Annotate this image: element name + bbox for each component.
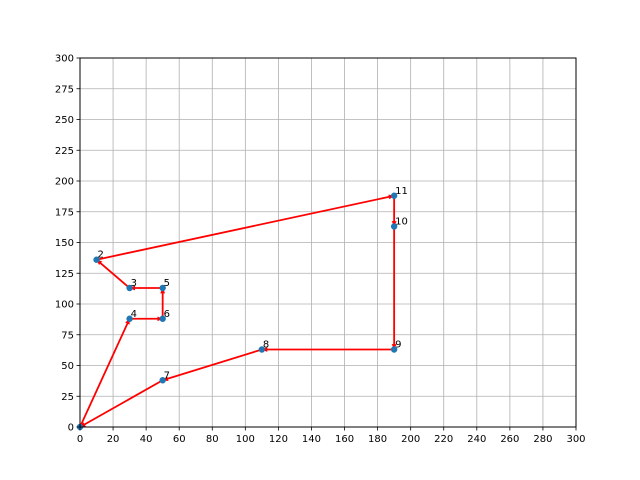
y-tick-label: 125: [55, 269, 74, 280]
x-tick-label: 180: [368, 434, 387, 445]
path-arrow: [96, 194, 395, 261]
x-tick-label: 40: [140, 434, 153, 445]
path-arrow: [95, 259, 131, 289]
point-label: 4: [131, 309, 137, 320]
x-tick-label: 300: [566, 434, 585, 445]
x-tick-label: 60: [173, 434, 186, 445]
x-tick-label: 260: [500, 434, 519, 445]
path-arrows: [79, 194, 397, 428]
y-tick-label: 100: [55, 300, 74, 311]
data-point: [159, 377, 166, 384]
data-point: [126, 284, 133, 292]
x-tick-label: 120: [269, 434, 288, 445]
point-label: 2: [98, 250, 104, 261]
point-label: 11: [395, 186, 408, 197]
x-axis-ticks: 0 20 40 60 80 100 120 140 160 180 200 220 240 260 280 3…: [77, 427, 586, 445]
point-label: 5: [164, 278, 170, 289]
x-tick-label: 160: [335, 434, 354, 445]
point-label: 9: [395, 340, 401, 351]
point-label: 6: [164, 309, 170, 320]
y-tick-label: 150: [55, 238, 74, 249]
y-tick-label: 200: [55, 177, 74, 188]
data-points: [76, 192, 398, 431]
point-label: 10: [395, 217, 408, 228]
x-tick-label: 280: [533, 434, 552, 445]
data-point: [93, 256, 100, 263]
data-point: [390, 346, 398, 353]
data-point: [159, 315, 166, 322]
data-point: [390, 223, 398, 230]
point-labels: 2 3 4 5 6 7 8 9 10 11: [98, 186, 408, 382]
x-tick-label: 240: [467, 434, 486, 445]
y-tick-label: 0: [68, 423, 74, 434]
point-label: 7: [164, 370, 170, 381]
x-tick-label: 200: [401, 434, 420, 445]
point-label: 8: [263, 340, 269, 351]
x-tick-label: 80: [206, 434, 219, 445]
path-arrow: [79, 379, 164, 428]
data-point: [390, 192, 398, 199]
data-point: [159, 284, 166, 292]
y-tick-label: 50: [61, 361, 74, 372]
grid-lines: [79, 57, 577, 428]
y-tick-label: 275: [55, 84, 74, 95]
y-axis-ticks: 0 25 50 75 100 125 150 175 200 225 250 275 300: [55, 54, 80, 434]
x-tick-label: 140: [302, 434, 321, 445]
y-tick-label: 225: [55, 146, 74, 157]
path-arrow: [162, 348, 263, 382]
path-arrow: [79, 318, 131, 428]
y-tick-label: 175: [55, 207, 74, 218]
x-tick-label: 20: [107, 434, 120, 445]
y-tick-label: 300: [55, 54, 74, 65]
point-label: 3: [131, 278, 137, 289]
x-tick-label: 0: [77, 434, 83, 445]
data-point: [126, 315, 133, 322]
y-tick-label: 75: [61, 330, 74, 341]
x-tick-label: 220: [434, 434, 453, 445]
y-tick-label: 25: [61, 392, 74, 403]
y-tick-label: 250: [55, 115, 74, 126]
data-point: [258, 346, 266, 353]
x-tick-label: 100: [236, 434, 255, 445]
